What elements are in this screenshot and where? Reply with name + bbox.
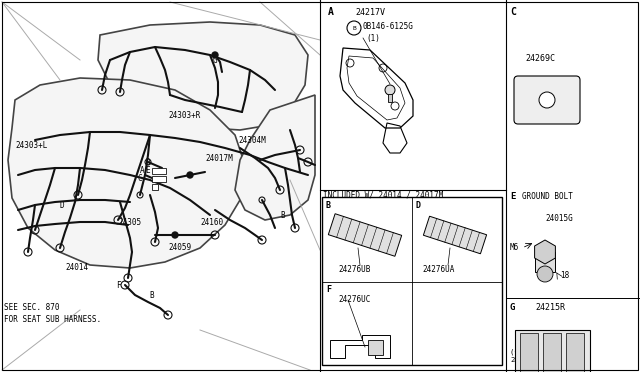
Polygon shape — [534, 240, 556, 264]
Text: 0B146-6125G: 0B146-6125G — [363, 22, 414, 31]
Circle shape — [187, 172, 193, 178]
Text: 24303+R): 24303+R) — [510, 357, 545, 363]
Text: 24059: 24059 — [168, 244, 191, 253]
Text: D: D — [60, 201, 64, 209]
Text: C: C — [510, 7, 516, 17]
Text: D: D — [416, 201, 421, 209]
Text: F: F — [326, 285, 331, 295]
Polygon shape — [424, 216, 486, 254]
Bar — [322, 197, 502, 365]
Text: 24215R: 24215R — [535, 302, 565, 311]
Text: 24276UC: 24276UC — [338, 295, 371, 305]
Text: E: E — [146, 166, 150, 174]
Polygon shape — [98, 22, 308, 130]
Circle shape — [212, 52, 218, 58]
Text: 24217V: 24217V — [355, 7, 385, 16]
Bar — [152, 168, 166, 174]
Text: 24304M: 24304M — [238, 135, 266, 144]
Text: B: B — [326, 201, 331, 209]
Text: 24269C: 24269C — [525, 54, 555, 62]
Text: B: B — [281, 211, 285, 219]
Bar — [515, 330, 590, 372]
Text: FOR SEAT SUB HARNESS.: FOR SEAT SUB HARNESS. — [4, 315, 101, 324]
Bar — [543, 333, 561, 372]
Text: F: F — [116, 280, 120, 289]
Text: M6: M6 — [510, 244, 519, 253]
Polygon shape — [8, 78, 245, 268]
Polygon shape — [235, 95, 315, 220]
Text: A: A — [140, 166, 144, 174]
Text: D: D — [146, 157, 150, 167]
Circle shape — [385, 85, 395, 95]
Text: B: B — [352, 26, 356, 31]
Text: A: A — [328, 7, 334, 17]
Text: G: G — [510, 302, 515, 311]
Text: 24305: 24305 — [118, 218, 141, 227]
Polygon shape — [328, 214, 402, 256]
Text: INCLUDED W/ 24014 / 24017M: INCLUDED W/ 24014 / 24017M — [323, 190, 444, 199]
Text: SEE SEC. 870: SEE SEC. 870 — [4, 304, 60, 312]
Bar — [368, 340, 383, 355]
Text: G: G — [212, 55, 218, 64]
FancyBboxPatch shape — [514, 76, 580, 124]
Text: 24276UB: 24276UB — [338, 266, 371, 275]
Text: 24303+R: 24303+R — [168, 110, 200, 119]
Bar — [152, 184, 158, 190]
Circle shape — [172, 232, 178, 238]
Text: GROUND BOLT: GROUND BOLT — [522, 192, 573, 201]
Text: 24015G: 24015G — [545, 214, 573, 222]
Bar — [152, 176, 166, 182]
Text: E: E — [510, 192, 515, 201]
Bar — [520, 333, 538, 372]
Text: 24303+L: 24303+L — [15, 141, 47, 150]
Text: R2400094: R2400094 — [556, 365, 590, 371]
Text: (1): (1) — [366, 33, 380, 42]
Text: C: C — [138, 173, 142, 183]
Text: 18: 18 — [560, 270, 569, 279]
Bar — [535, 252, 555, 272]
Circle shape — [537, 266, 553, 282]
Text: 24276UA: 24276UA — [422, 266, 454, 275]
Circle shape — [539, 92, 555, 108]
Bar — [566, 333, 584, 372]
Text: B: B — [150, 291, 154, 299]
Text: 24017M: 24017M — [205, 154, 233, 163]
Text: (COMPONENT OF: (COMPONENT OF — [510, 349, 567, 355]
Text: 24014: 24014 — [65, 263, 88, 273]
Bar — [388, 94, 392, 102]
Text: 24160: 24160 — [200, 218, 223, 227]
